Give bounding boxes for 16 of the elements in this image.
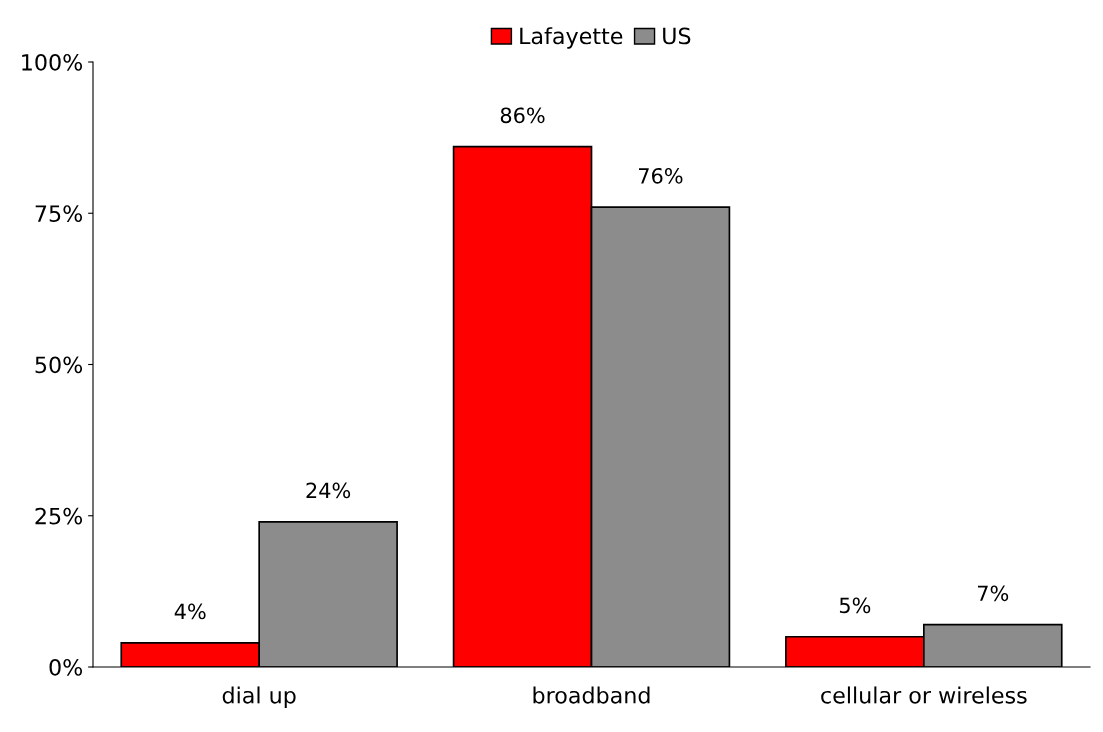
y-tick-label: 0% <box>49 658 83 676</box>
y-tick-label: 25% <box>35 507 83 525</box>
y-tick-label: 100% <box>22 53 83 71</box>
data-label: 4% <box>174 603 206 620</box>
data-label: 86% <box>500 107 545 124</box>
data-label: 24% <box>306 482 351 499</box>
y-tick-label: 75% <box>35 205 83 223</box>
data-label: 76% <box>639 167 683 184</box>
x-tick-label: dial up <box>222 686 296 708</box>
data-label: 7% <box>977 585 1009 602</box>
data-label: 5% <box>839 597 871 614</box>
legend-label: Lafayette <box>520 27 623 49</box>
legend-label: US <box>663 27 691 45</box>
x-tick-label: cellular or wireless <box>821 686 1027 704</box>
y-tick-label: 50% <box>35 356 83 374</box>
x-tick-label: broadband <box>533 686 650 704</box>
